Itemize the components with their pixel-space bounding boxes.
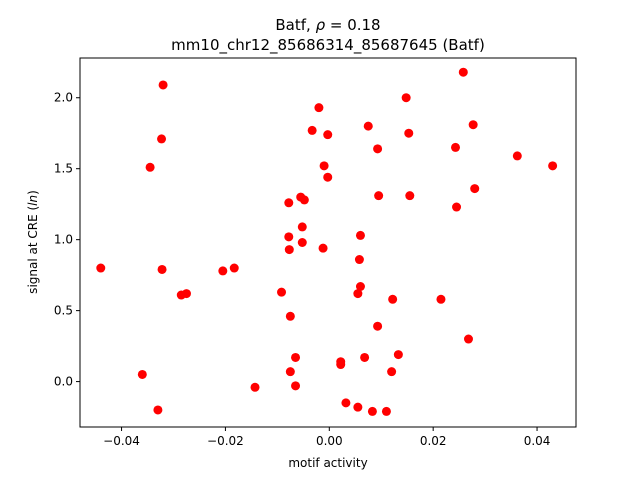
data-point xyxy=(458,67,468,77)
y-tick-label: 1.5 xyxy=(54,162,73,176)
data-point xyxy=(436,294,446,304)
data-point xyxy=(512,151,522,161)
data-point xyxy=(404,128,414,138)
x-tick-label: −0.04 xyxy=(103,434,140,448)
data-point xyxy=(341,398,351,408)
data-point xyxy=(381,406,391,416)
data-point xyxy=(452,202,462,212)
data-point xyxy=(401,93,411,103)
data-point xyxy=(157,134,167,144)
data-point xyxy=(297,222,307,232)
data-point xyxy=(250,382,260,392)
y-tick-label: 1.0 xyxy=(54,233,73,247)
data-point xyxy=(363,121,373,131)
x-tick-label: 0.02 xyxy=(420,434,447,448)
data-point xyxy=(291,352,301,362)
data-point xyxy=(388,294,398,304)
data-point xyxy=(367,406,377,416)
chart-title-line2: mm10_chr12_85686314_85687645 (Batf) xyxy=(171,36,485,55)
y-tick-label: 2.0 xyxy=(54,91,73,105)
y-tick-label: 0.0 xyxy=(54,375,73,389)
data-point xyxy=(354,255,364,265)
data-point xyxy=(387,367,397,377)
x-tick-label: 0.04 xyxy=(524,434,551,448)
data-point xyxy=(153,405,163,415)
data-point xyxy=(299,195,309,205)
data-point xyxy=(158,80,168,90)
data-point xyxy=(284,245,294,255)
data-point xyxy=(355,281,365,291)
data-point xyxy=(307,125,317,135)
data-point xyxy=(96,263,106,273)
data-point xyxy=(229,263,239,273)
x-axis-label: motif activity xyxy=(288,456,367,470)
data-point xyxy=(181,289,191,299)
data-point xyxy=(463,334,473,344)
data-point xyxy=(353,402,363,412)
data-point xyxy=(318,243,328,253)
data-point xyxy=(468,120,478,130)
data-point xyxy=(285,311,295,321)
data-point xyxy=(323,130,333,140)
data-point xyxy=(548,161,558,171)
data-point xyxy=(451,142,461,152)
data-point xyxy=(319,161,329,171)
data-point xyxy=(284,198,294,208)
data-point xyxy=(373,321,383,331)
chart-title-line1: Batf, ρ = 0.18 xyxy=(275,16,380,34)
data-point xyxy=(137,369,147,379)
data-point xyxy=(284,232,294,242)
data-point xyxy=(393,350,403,360)
y-tick-label: 0.5 xyxy=(54,304,73,318)
data-point xyxy=(336,360,346,370)
data-point xyxy=(157,264,167,274)
y-axis-label: signal at CRE (ln) xyxy=(26,190,40,294)
data-point xyxy=(291,381,301,391)
data-point xyxy=(360,352,370,362)
data-point xyxy=(297,238,307,247)
data-point xyxy=(405,191,415,201)
axis-ticks: −0.04 −0.02 0.00 0.02 0.04 0.0 0.5 1.0 1.5 2.0 xyxy=(54,91,551,448)
data-point xyxy=(470,184,480,194)
data-point xyxy=(218,266,228,276)
plot-frame xyxy=(79,57,577,428)
data-point xyxy=(373,144,383,154)
data-point xyxy=(353,289,363,299)
data-point xyxy=(374,191,384,201)
x-tick-label: −0.02 xyxy=(207,434,244,448)
x-tick-label: 0.00 xyxy=(316,434,343,448)
data-point xyxy=(323,172,333,182)
data-point xyxy=(277,287,287,297)
data-points xyxy=(96,67,558,416)
data-point xyxy=(314,103,324,113)
data-point xyxy=(355,230,365,240)
data-point xyxy=(145,162,155,172)
data-point xyxy=(285,367,295,377)
